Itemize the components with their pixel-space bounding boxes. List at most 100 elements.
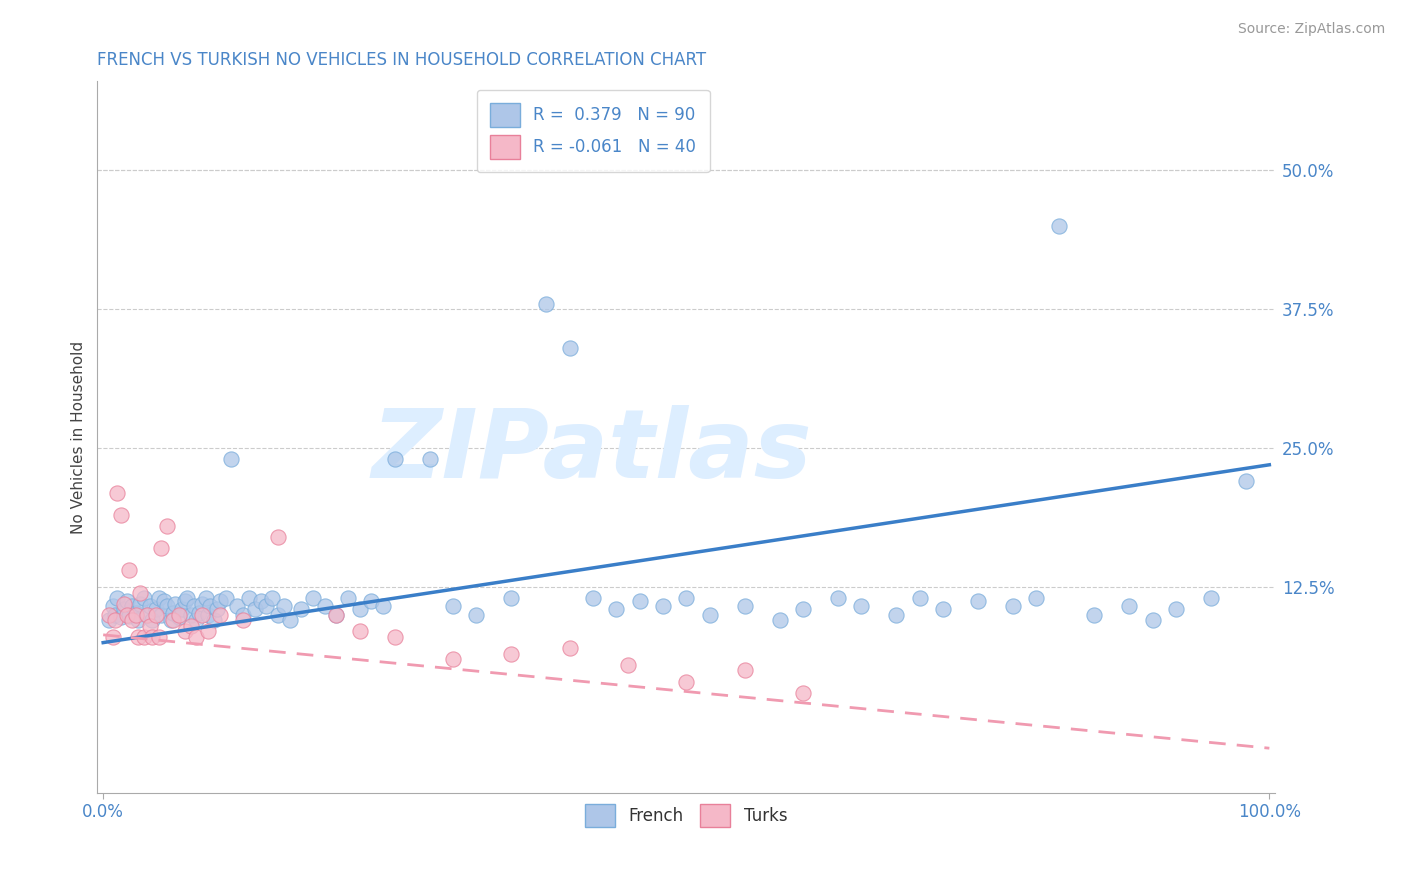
Point — [501, 647, 523, 661]
Point — [118, 609, 141, 624]
Point — [139, 619, 162, 633]
Point — [262, 591, 284, 606]
Point — [734, 664, 756, 678]
Point — [153, 594, 176, 608]
Y-axis label: No Vehicles in Household: No Vehicles in Household — [72, 341, 86, 533]
Point — [208, 594, 231, 608]
Point — [232, 607, 254, 622]
Point — [141, 630, 163, 644]
Point — [197, 607, 219, 622]
Point — [167, 610, 190, 624]
Point — [180, 607, 202, 622]
Point — [202, 613, 225, 627]
Point — [792, 685, 814, 699]
Point — [167, 607, 190, 622]
Point — [617, 657, 640, 672]
Point — [110, 508, 132, 522]
Point — [104, 607, 127, 622]
Point — [734, 599, 756, 613]
Point — [150, 541, 173, 556]
Point — [187, 606, 209, 620]
Point — [98, 607, 121, 622]
Point — [132, 591, 155, 606]
Point — [249, 594, 271, 608]
Point — [121, 599, 143, 613]
Point — [110, 610, 132, 624]
Point — [127, 630, 149, 644]
Point — [197, 624, 219, 639]
Point — [139, 599, 162, 613]
Point — [98, 613, 121, 627]
Point — [558, 341, 581, 355]
Point — [156, 519, 179, 533]
Point — [652, 599, 675, 613]
Point — [384, 630, 406, 644]
Point — [1001, 599, 1024, 613]
Point — [1083, 607, 1105, 622]
Point — [112, 602, 135, 616]
Point — [243, 602, 266, 616]
Point — [932, 602, 955, 616]
Point — [419, 452, 441, 467]
Point — [176, 591, 198, 606]
Point — [314, 599, 336, 613]
Point — [186, 630, 208, 644]
Point — [112, 597, 135, 611]
Point — [125, 606, 148, 620]
Point — [183, 599, 205, 613]
Point — [156, 599, 179, 613]
Point — [1199, 591, 1222, 606]
Point — [349, 602, 371, 616]
Point — [384, 452, 406, 467]
Point — [162, 606, 184, 620]
Point — [121, 613, 143, 627]
Point — [1025, 591, 1047, 606]
Point — [148, 591, 170, 606]
Point — [105, 485, 128, 500]
Point — [150, 607, 173, 622]
Point — [966, 594, 988, 608]
Point — [337, 591, 360, 606]
Point — [129, 585, 152, 599]
Point — [1118, 599, 1140, 613]
Point — [162, 613, 184, 627]
Point — [136, 607, 159, 622]
Point — [605, 602, 627, 616]
Point — [129, 597, 152, 611]
Text: Source: ZipAtlas.com: Source: ZipAtlas.com — [1237, 22, 1385, 37]
Point — [792, 602, 814, 616]
Point — [1234, 475, 1257, 489]
Point — [101, 630, 124, 644]
Point — [172, 602, 194, 616]
Point — [256, 599, 278, 613]
Point — [191, 597, 214, 611]
Point — [699, 607, 721, 622]
Point — [115, 607, 138, 622]
Point — [558, 641, 581, 656]
Point — [105, 591, 128, 606]
Point — [173, 594, 195, 608]
Point — [221, 452, 243, 467]
Point — [441, 599, 464, 613]
Point — [884, 607, 907, 622]
Point — [207, 602, 229, 616]
Point — [465, 607, 488, 622]
Point — [208, 607, 231, 622]
Point — [136, 607, 159, 622]
Point — [104, 613, 127, 627]
Point — [214, 591, 236, 606]
Point — [125, 607, 148, 622]
Point — [851, 599, 873, 613]
Point — [536, 296, 558, 310]
Point — [238, 591, 260, 606]
Point — [145, 607, 167, 622]
Point — [186, 613, 208, 627]
Point — [302, 591, 325, 606]
Point — [768, 613, 790, 627]
Point — [148, 630, 170, 644]
Point — [675, 591, 697, 606]
Point — [349, 624, 371, 639]
Point — [267, 607, 290, 622]
Point — [165, 597, 187, 611]
Point — [191, 607, 214, 622]
